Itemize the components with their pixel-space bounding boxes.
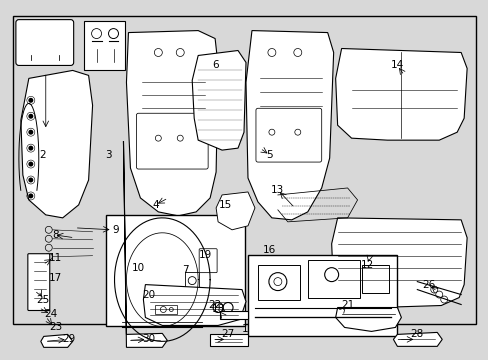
Bar <box>105 215 244 327</box>
Polygon shape <box>192 50 245 150</box>
Text: 1: 1 <box>241 324 248 334</box>
Text: 7: 7 <box>182 265 188 275</box>
Text: 25: 25 <box>36 294 49 305</box>
Text: 19: 19 <box>198 250 211 260</box>
Polygon shape <box>393 332 441 346</box>
Text: 24: 24 <box>44 310 57 319</box>
Text: 4: 4 <box>152 200 158 210</box>
Text: 11: 11 <box>49 253 62 263</box>
Circle shape <box>28 177 33 183</box>
Text: 17: 17 <box>49 273 62 283</box>
FancyBboxPatch shape <box>28 254 50 310</box>
Polygon shape <box>41 334 73 347</box>
Polygon shape <box>21 71 92 218</box>
Polygon shape <box>335 307 401 332</box>
FancyBboxPatch shape <box>199 249 217 273</box>
Text: 30: 30 <box>142 334 155 345</box>
Text: 21: 21 <box>340 300 353 310</box>
Circle shape <box>28 193 33 198</box>
Text: 3: 3 <box>105 150 112 160</box>
Polygon shape <box>335 49 466 140</box>
Bar <box>210 334 247 346</box>
Circle shape <box>28 130 33 135</box>
Text: 9: 9 <box>112 225 119 235</box>
Polygon shape <box>216 192 254 230</box>
Text: 20: 20 <box>142 289 155 300</box>
Text: 8: 8 <box>52 230 59 240</box>
Text: 26: 26 <box>422 280 435 289</box>
Circle shape <box>28 114 33 119</box>
Text: 18: 18 <box>211 305 224 315</box>
Text: 13: 13 <box>271 185 284 195</box>
Polygon shape <box>143 285 245 325</box>
Bar <box>155 305 177 315</box>
Bar <box>220 311 247 319</box>
Circle shape <box>28 162 33 167</box>
Text: 12: 12 <box>360 260 373 270</box>
FancyBboxPatch shape <box>16 20 74 66</box>
Text: 2: 2 <box>40 150 46 160</box>
Text: 10: 10 <box>132 263 144 273</box>
Bar <box>307 260 359 298</box>
Bar <box>361 265 388 293</box>
Bar <box>247 255 397 336</box>
Text: 27: 27 <box>221 329 234 339</box>
Polygon shape <box>331 218 466 307</box>
Text: 15: 15 <box>218 200 231 210</box>
Polygon shape <box>126 31 218 216</box>
Text: 16: 16 <box>263 245 276 255</box>
Circle shape <box>28 98 33 103</box>
Text: 14: 14 <box>390 60 403 71</box>
Bar <box>258 265 299 300</box>
Bar <box>185 272 199 289</box>
Bar <box>83 21 125 71</box>
Text: 22: 22 <box>208 300 221 310</box>
Text: 29: 29 <box>62 334 75 345</box>
Text: 5: 5 <box>266 150 273 160</box>
Text: 6: 6 <box>211 60 218 71</box>
Text: 28: 28 <box>410 329 423 339</box>
Circle shape <box>28 146 33 150</box>
Polygon shape <box>245 31 333 220</box>
Text: 23: 23 <box>49 323 62 332</box>
Polygon shape <box>123 141 167 347</box>
